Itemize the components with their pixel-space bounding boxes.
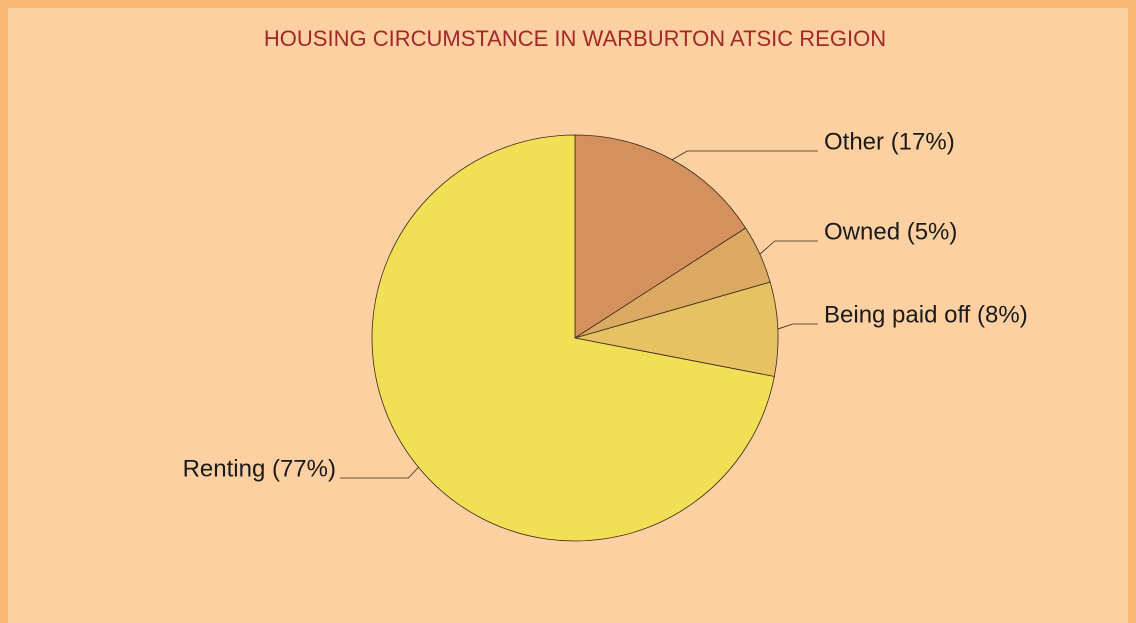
- leader-line: [777, 323, 818, 330]
- pie-slice: [574, 281, 779, 377]
- slice-label: Owned (5%): [824, 218, 957, 245]
- leader-line: [340, 466, 419, 479]
- leader-line: [759, 240, 818, 255]
- slice-label: Other (17%): [824, 128, 955, 155]
- chart-title: HOUSING CIRCUMSTANCE IN WARBURTON ATSIC …: [264, 26, 886, 51]
- leader-line: [671, 150, 818, 161]
- slice-label: Being paid off (8%): [824, 301, 1028, 328]
- slice-label: Renting (77%): [183, 455, 336, 482]
